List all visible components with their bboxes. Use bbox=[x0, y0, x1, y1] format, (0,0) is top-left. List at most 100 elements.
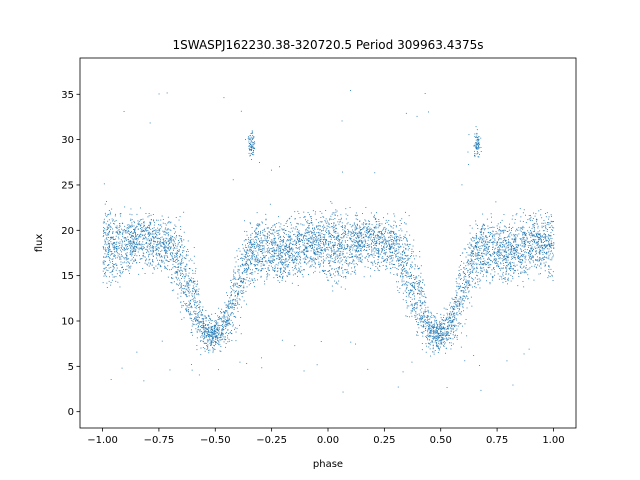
data-point bbox=[532, 248, 534, 250]
data-point bbox=[460, 269, 462, 270]
data-point bbox=[396, 237, 397, 238]
data-point bbox=[273, 269, 275, 271]
data-point bbox=[288, 239, 290, 241]
data-point bbox=[198, 316, 199, 318]
data-point bbox=[109, 257, 110, 259]
data-point bbox=[232, 299, 234, 301]
data-point bbox=[222, 324, 223, 325]
data-point bbox=[102, 222, 104, 224]
data-point bbox=[500, 238, 502, 240]
data-point bbox=[417, 292, 418, 294]
data-point bbox=[138, 236, 139, 238]
data-point bbox=[165, 252, 167, 254]
data-point bbox=[181, 262, 183, 264]
data-point bbox=[190, 300, 192, 302]
data-point bbox=[427, 322, 428, 324]
data-point bbox=[116, 251, 118, 252]
data-point bbox=[406, 276, 408, 278]
data-point bbox=[495, 252, 497, 254]
data-point bbox=[353, 238, 355, 240]
data-point bbox=[536, 247, 538, 249]
data-point bbox=[179, 253, 181, 255]
data-point bbox=[530, 230, 531, 231]
data-point bbox=[192, 282, 194, 284]
data-point bbox=[333, 254, 334, 256]
data-point bbox=[383, 240, 384, 242]
data-point bbox=[224, 312, 226, 314]
data-point bbox=[164, 245, 166, 246]
data-point bbox=[364, 266, 366, 268]
data-point bbox=[220, 312, 222, 314]
data-point bbox=[454, 312, 455, 314]
data-point bbox=[125, 257, 127, 259]
data-point bbox=[115, 242, 117, 244]
data-point bbox=[272, 269, 274, 271]
data-point bbox=[202, 323, 204, 325]
data-point bbox=[133, 256, 134, 258]
data-point bbox=[308, 234, 310, 236]
data-point bbox=[422, 321, 424, 323]
data-point bbox=[420, 319, 422, 321]
data-point bbox=[294, 211, 296, 213]
data-point bbox=[525, 233, 526, 235]
data-point bbox=[323, 260, 325, 262]
data-point bbox=[440, 340, 442, 341]
data-point bbox=[381, 249, 383, 251]
data-point bbox=[321, 230, 323, 231]
data-point bbox=[441, 319, 443, 320]
data-point bbox=[378, 248, 380, 250]
data-point bbox=[243, 300, 245, 302]
data-point bbox=[195, 291, 196, 292]
data-point bbox=[412, 305, 414, 307]
data-point bbox=[163, 250, 165, 251]
data-point bbox=[353, 222, 355, 224]
data-point bbox=[180, 292, 182, 294]
data-point bbox=[249, 251, 251, 253]
data-point bbox=[371, 242, 372, 244]
data-point bbox=[108, 246, 110, 248]
data-point bbox=[341, 268, 343, 269]
data-point bbox=[152, 230, 154, 232]
data-point bbox=[184, 276, 186, 277]
data-point bbox=[268, 234, 270, 236]
data-point bbox=[258, 249, 260, 251]
data-point bbox=[520, 244, 521, 246]
data-point bbox=[368, 220, 369, 222]
data-point bbox=[539, 250, 541, 252]
data-point bbox=[468, 283, 470, 284]
data-point bbox=[400, 253, 402, 255]
data-point bbox=[210, 328, 212, 330]
data-point bbox=[420, 316, 422, 318]
data-point bbox=[335, 238, 337, 240]
data-point bbox=[102, 246, 104, 248]
data-point bbox=[135, 234, 137, 236]
data-point bbox=[411, 251, 413, 252]
data-point bbox=[482, 270, 483, 272]
data-point bbox=[452, 324, 454, 326]
data-point bbox=[522, 234, 524, 236]
data-point bbox=[533, 241, 535, 242]
data-point bbox=[322, 271, 324, 272]
data-point bbox=[312, 232, 314, 233]
data-point bbox=[308, 225, 310, 227]
data-point bbox=[384, 239, 386, 241]
data-point bbox=[455, 318, 457, 320]
data-point bbox=[378, 261, 380, 263]
data-point bbox=[527, 242, 529, 243]
data-point bbox=[292, 250, 294, 252]
data-point bbox=[546, 245, 548, 246]
data-point bbox=[312, 245, 314, 247]
data-point bbox=[191, 281, 193, 283]
data-point bbox=[161, 246, 163, 247]
data-point bbox=[455, 325, 457, 327]
data-point bbox=[359, 248, 361, 250]
data-point bbox=[289, 235, 291, 237]
data-point bbox=[123, 237, 125, 239]
data-point bbox=[374, 217, 376, 219]
data-point bbox=[495, 201, 497, 203]
data-point bbox=[158, 247, 160, 249]
data-point bbox=[459, 312, 461, 314]
data-point bbox=[298, 230, 300, 232]
data-point bbox=[550, 243, 552, 245]
data-point bbox=[420, 272, 422, 274]
